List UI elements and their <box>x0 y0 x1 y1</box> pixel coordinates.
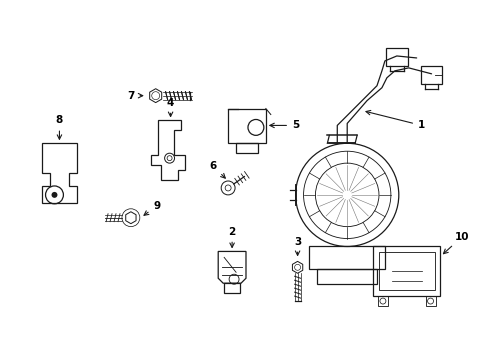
Text: 3: 3 <box>294 237 301 255</box>
Bar <box>426 296 436 306</box>
Bar <box>386 48 408 66</box>
Bar <box>318 269 377 284</box>
Text: 5: 5 <box>270 121 299 130</box>
Text: 2: 2 <box>228 226 236 247</box>
Bar <box>236 143 258 153</box>
Bar <box>373 247 441 296</box>
Text: 10: 10 <box>443 231 469 254</box>
Bar <box>379 252 435 290</box>
Text: 1: 1 <box>366 111 425 130</box>
Text: 9: 9 <box>144 201 160 215</box>
Bar <box>378 296 388 306</box>
Text: 4: 4 <box>167 98 174 116</box>
Circle shape <box>51 192 57 198</box>
Bar <box>228 109 266 143</box>
Text: 7: 7 <box>127 91 143 101</box>
Text: 6: 6 <box>210 161 225 178</box>
Bar <box>310 247 385 269</box>
Bar <box>420 66 442 84</box>
Text: 8: 8 <box>56 116 63 139</box>
